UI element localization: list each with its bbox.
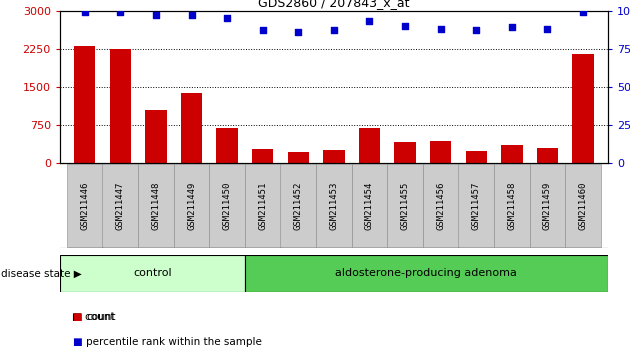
Bar: [67, 164, 103, 247]
Bar: [252, 149, 273, 163]
Text: percentile rank within the sample: percentile rank within the sample: [86, 337, 262, 347]
Text: ■: ■: [72, 337, 82, 347]
Text: GSM211450: GSM211450: [222, 181, 232, 229]
Text: ■ count: ■ count: [72, 312, 115, 322]
Point: [578, 9, 588, 15]
Text: count: count: [86, 312, 116, 322]
Bar: [565, 164, 601, 247]
Text: GSM211451: GSM211451: [258, 181, 267, 229]
Text: GSM211455: GSM211455: [401, 181, 410, 229]
Point: [222, 15, 232, 21]
Point: [435, 26, 445, 32]
Text: GSM211454: GSM211454: [365, 181, 374, 229]
Point: [80, 9, 90, 15]
Point: [507, 24, 517, 30]
Bar: [110, 49, 131, 163]
Point: [115, 9, 125, 15]
Bar: [573, 54, 593, 163]
Point: [258, 28, 268, 33]
Bar: [103, 164, 138, 247]
Text: GSM211448: GSM211448: [151, 181, 161, 229]
Text: GSM211456: GSM211456: [436, 181, 445, 229]
Bar: [459, 164, 494, 247]
Bar: [288, 152, 309, 163]
Text: GSM211452: GSM211452: [294, 181, 303, 229]
Bar: [138, 164, 174, 247]
Bar: [316, 164, 352, 247]
Bar: [60, 255, 245, 292]
Bar: [181, 93, 202, 163]
Text: aldosterone-producing adenoma: aldosterone-producing adenoma: [336, 268, 517, 279]
Bar: [359, 129, 380, 163]
Point: [364, 18, 374, 24]
Bar: [537, 148, 558, 163]
Text: ■: ■: [72, 312, 82, 322]
Point: [294, 29, 304, 35]
Bar: [217, 129, 238, 163]
Bar: [74, 46, 95, 163]
Bar: [494, 164, 530, 247]
Point: [471, 28, 481, 33]
Text: GSM211457: GSM211457: [472, 181, 481, 229]
Bar: [245, 164, 280, 247]
Text: GSM211458: GSM211458: [507, 181, 517, 229]
Bar: [430, 141, 451, 163]
Text: GSM211447: GSM211447: [116, 181, 125, 229]
Point: [542, 26, 553, 32]
Bar: [323, 150, 345, 163]
Text: control: control: [133, 268, 172, 279]
Bar: [394, 142, 416, 163]
Text: disease state ▶: disease state ▶: [1, 268, 81, 279]
Bar: [146, 110, 166, 163]
Text: GSM211460: GSM211460: [578, 181, 588, 229]
Bar: [501, 144, 522, 163]
Bar: [352, 164, 387, 247]
Bar: [466, 151, 487, 163]
Point: [400, 23, 410, 29]
Bar: [174, 164, 209, 247]
Point: [186, 12, 197, 18]
Bar: [530, 164, 565, 247]
Bar: [209, 164, 245, 247]
Point: [329, 28, 339, 33]
Point: [151, 12, 161, 18]
Bar: [280, 164, 316, 247]
Bar: [423, 164, 459, 247]
Text: GSM211446: GSM211446: [80, 181, 89, 229]
Title: GDS2860 / 207843_x_at: GDS2860 / 207843_x_at: [258, 0, 410, 10]
Bar: [245, 255, 608, 292]
Bar: [387, 164, 423, 247]
Text: GSM211453: GSM211453: [329, 181, 338, 229]
Text: GSM211459: GSM211459: [543, 181, 552, 229]
Text: GSM211449: GSM211449: [187, 181, 196, 229]
